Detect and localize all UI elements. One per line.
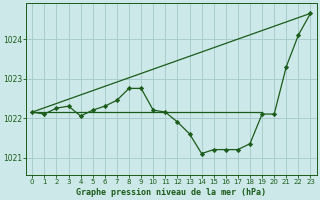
X-axis label: Graphe pression niveau de la mer (hPa): Graphe pression niveau de la mer (hPa) [76, 188, 266, 197]
